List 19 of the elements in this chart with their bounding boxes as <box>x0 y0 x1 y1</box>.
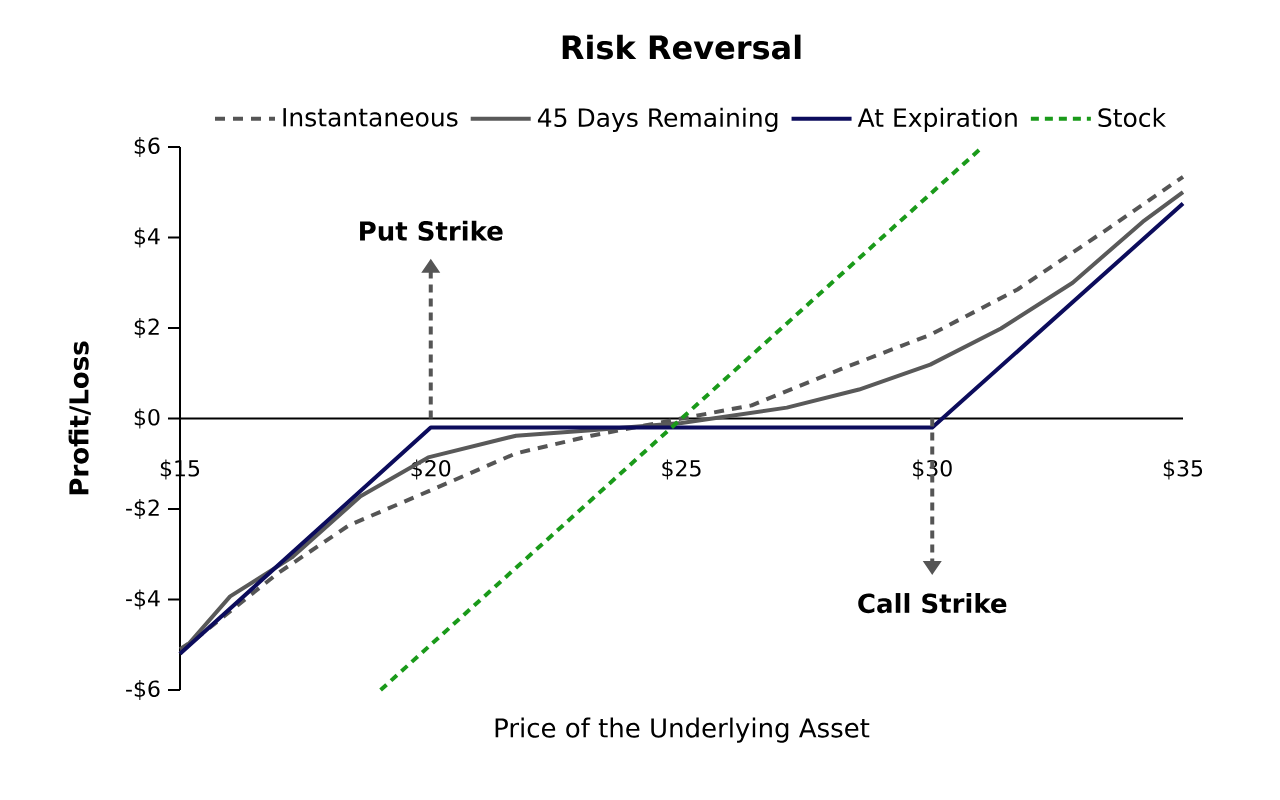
legend-label: At Expiration <box>857 107 1017 132</box>
x-tick-label: $25 <box>662 459 701 480</box>
legend-label: Stock <box>1098 107 1166 128</box>
ref-line-label: Call Strike <box>858 593 1007 614</box>
chart-title: Risk Reversal <box>562 34 801 60</box>
x-tick-label: $35 <box>1163 459 1203 480</box>
ref-line-label: Put Strike <box>360 220 503 241</box>
legend-label: Instantaneous <box>283 108 458 127</box>
y-tick-label: -$2 <box>126 499 159 519</box>
x-axis-title: Price of the Underlying Asset <box>495 717 870 743</box>
y-tick-label: -$6 <box>126 680 160 700</box>
x-tick-label: $30 <box>913 459 952 480</box>
y-tick-label: $0 <box>134 408 160 429</box>
legend-label: 45 Days Remaining <box>537 107 778 132</box>
y-tick-label: $4 <box>134 227 160 248</box>
y-tick-label: $6 <box>134 137 160 157</box>
y-tick-label: -$4 <box>126 589 160 610</box>
y-axis-title: Profit/Loss <box>68 341 91 495</box>
y-tick-label: $2 <box>134 318 159 338</box>
